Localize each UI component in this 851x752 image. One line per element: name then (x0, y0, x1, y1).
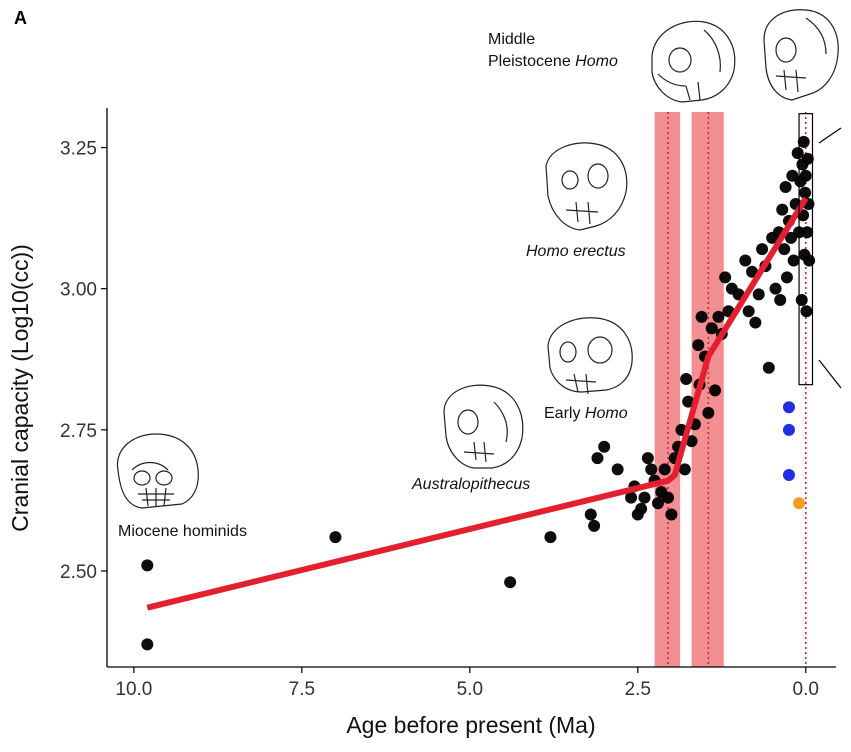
miocene-label: Miocene hominids (118, 523, 247, 540)
australopithecus-skull-icon (443, 384, 524, 469)
y-tick-label-2: 3.00 (60, 280, 97, 301)
data-point-0-77 (801, 152, 814, 165)
data-point-0-44 (739, 254, 752, 267)
miocene-skull-icon (116, 433, 199, 509)
data-point-0-9 (611, 463, 624, 476)
data-point-0-68 (795, 293, 808, 306)
data-point-0-76 (801, 226, 814, 239)
modern-human-skull-icon (763, 9, 839, 101)
data-point-2-0 (793, 497, 806, 510)
data-point-0-27 (680, 373, 693, 386)
data-point-0-8 (598, 440, 611, 453)
data-point-0-71 (797, 135, 810, 148)
australopithecus-label: Australopithecus (411, 476, 530, 493)
y-axis-title: Cranial capacity (Log10(cc)) (7, 244, 33, 532)
x-tick-label-4: 0.0 (793, 679, 819, 700)
data-point-0-37 (709, 384, 722, 397)
data-point-0-3 (504, 576, 517, 589)
data-point-0-21 (662, 491, 675, 504)
panel-label: A (14, 8, 27, 28)
data-point-0-10 (625, 491, 638, 504)
trend-line (146, 196, 809, 611)
data-point-0-33 (695, 310, 708, 323)
data-point-0-51 (762, 361, 775, 374)
data-point-0-56 (776, 203, 789, 216)
data-point-0-35 (702, 406, 715, 419)
early-homo-skull-icon (547, 317, 633, 395)
data-point-0-75 (800, 305, 813, 318)
data-point-0-22 (665, 508, 678, 521)
data-point-0-28 (682, 395, 695, 408)
y-tick-label-0: 2.50 (60, 562, 97, 583)
x-tick-label-1: 7.5 (289, 679, 315, 700)
data-point-0-14 (638, 491, 651, 504)
early-homo-label: Early Homo (544, 405, 628, 422)
x-tick-label-2: 5.0 (457, 679, 483, 700)
data-point-0-73 (799, 186, 812, 199)
data-point-0-57 (778, 243, 791, 256)
data-point-0-2 (329, 531, 342, 544)
data-point-0-47 (749, 316, 762, 329)
data-point-0-13 (635, 502, 648, 515)
data-point-0-0 (141, 559, 154, 572)
inset-box-group (798, 113, 842, 389)
data-point-0-1 (141, 638, 154, 651)
data-point-0-45 (742, 305, 755, 318)
middle-pleistocene-label-line2: Pleistocene Homo (488, 53, 618, 70)
data-point-0-7 (591, 452, 604, 465)
data-point-0-18 (651, 497, 664, 510)
data-point-0-6 (588, 519, 601, 532)
data-point-0-15 (641, 452, 654, 465)
x-tick-label-0: 10.0 (115, 679, 152, 700)
data-point-1-2 (782, 469, 795, 482)
inset-connector-bottom (818, 359, 842, 389)
data-point-0-65 (791, 147, 804, 160)
data-point-0-4 (544, 531, 557, 544)
age-band-1 (654, 112, 681, 667)
x-tick-label-3: 2.5 (625, 679, 651, 700)
data-point-0-36 (705, 322, 718, 335)
homo-erectus-skull-icon (545, 142, 628, 231)
y-tick-label-1: 2.75 (60, 421, 97, 442)
middle-pleistocene-skull-icon (651, 20, 736, 103)
inset-connector-top (818, 127, 842, 144)
data-point-0-20 (658, 463, 671, 476)
x-axis-ticks: 10.0 7.5 5.0 2.5 0.0 (115, 667, 819, 700)
data-point-1-1 (782, 423, 795, 436)
y-tick-label-3: 3.25 (60, 139, 97, 160)
data-point-0-40 (719, 271, 732, 284)
x-axis-title: Age before present (Ma) (346, 712, 595, 738)
dotted-reference-lines (667, 112, 807, 667)
data-point-0-74 (799, 169, 812, 182)
inset-box (798, 113, 814, 386)
data-point-0-46 (746, 265, 759, 278)
data-point-0-16 (645, 463, 658, 476)
data-point-0-26 (678, 463, 691, 476)
data-point-0-38 (712, 310, 725, 323)
data-point-0-79 (803, 254, 816, 267)
data-point-0-58 (779, 181, 792, 194)
data-point-0-29 (685, 435, 698, 448)
data-point-0-55 (774, 293, 787, 306)
y-axis-ticks: 2.50 2.75 3.00 3.25 (60, 139, 107, 583)
data-point-1-0 (782, 401, 795, 414)
data-point-0-49 (756, 243, 769, 256)
data-point-0-53 (769, 282, 782, 295)
data-point-0-5 (584, 508, 597, 521)
homo-erectus-label: Homo erectus (526, 243, 626, 260)
middle-pleistocene-label-line1: Middle (488, 31, 535, 48)
data-point-0-59 (780, 271, 793, 284)
data-point-0-48 (752, 288, 765, 301)
data-point-0-63 (787, 254, 800, 267)
data-point-0-31 (692, 339, 705, 352)
